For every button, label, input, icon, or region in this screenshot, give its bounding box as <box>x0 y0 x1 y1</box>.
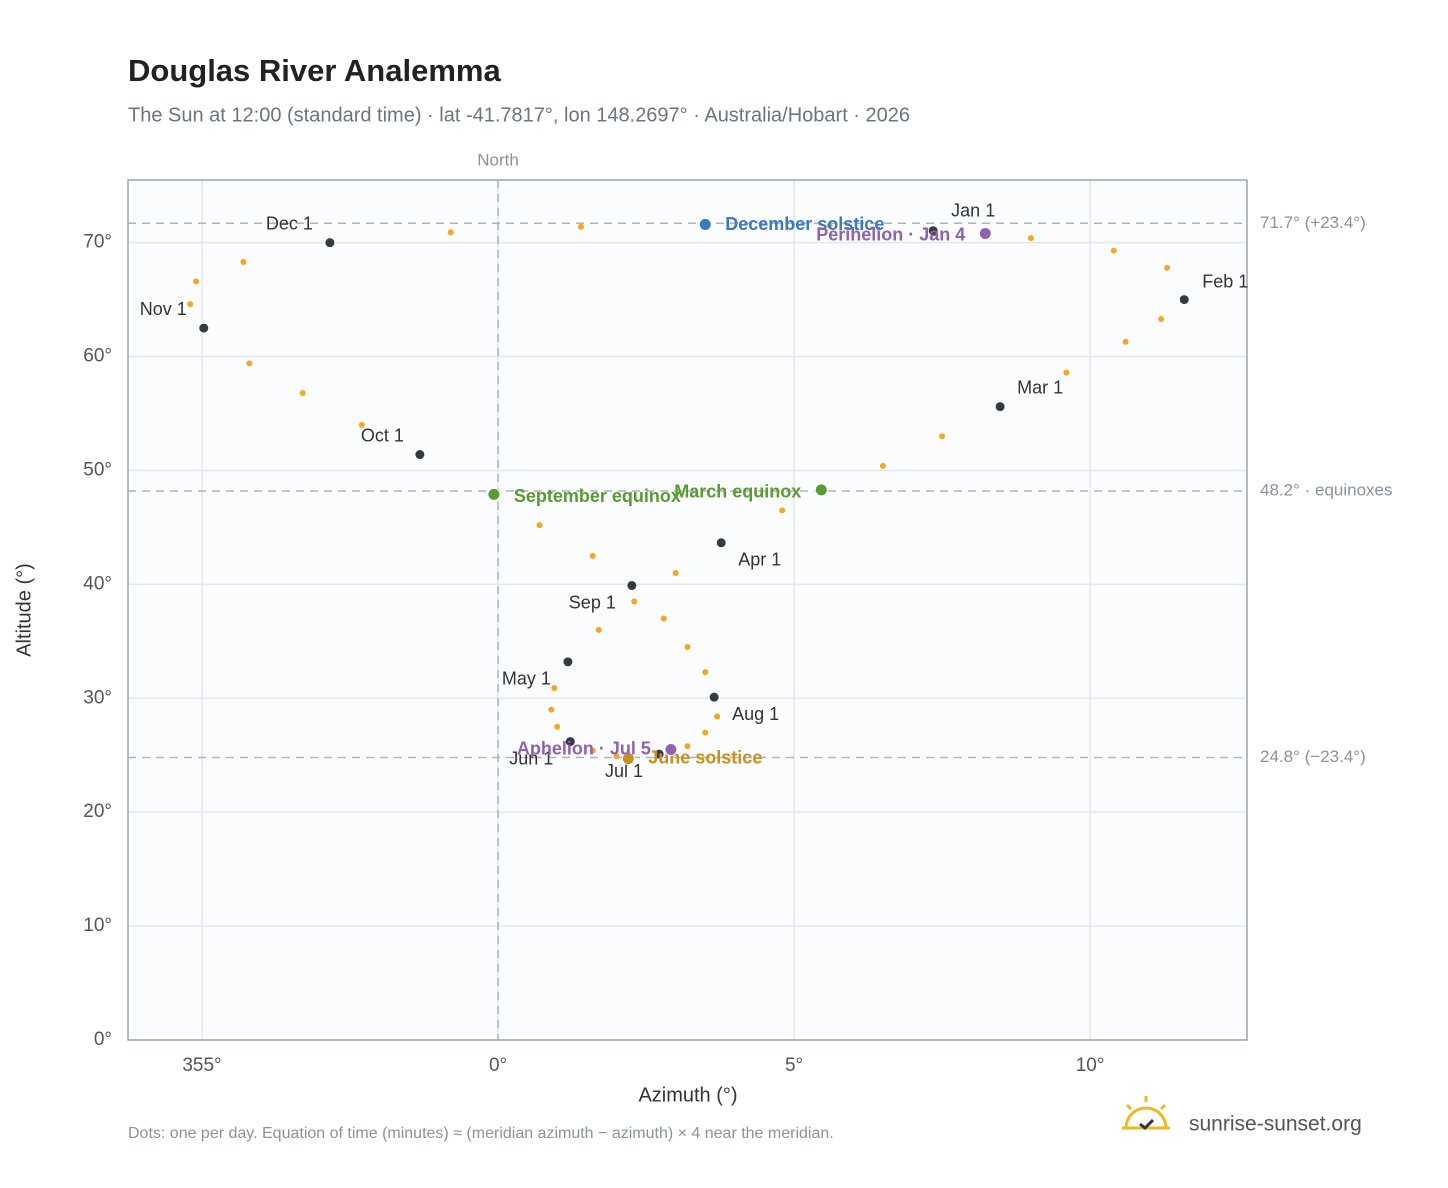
month-label: Jul 1 <box>605 761 643 781</box>
reference-label: 71.7° (+23.4°) <box>1260 213 1366 232</box>
month-marker <box>708 691 720 703</box>
month-label: Nov 1 <box>140 299 187 319</box>
month-label: Oct 1 <box>361 425 404 445</box>
month-marker <box>653 748 665 760</box>
event-marker <box>621 752 635 766</box>
plot-frame <box>127 179 1248 1041</box>
footnote: Dots: one per day. Equation of time (min… <box>128 1125 834 1142</box>
month-label: Feb 1 <box>1202 271 1248 291</box>
brand: sunrise-sunset.org <box>1189 1113 1362 1136</box>
day-dot <box>193 278 200 285</box>
day-dot <box>684 743 691 750</box>
month-label: Jun 1 <box>509 748 553 768</box>
day-dot <box>684 644 691 651</box>
month-marker <box>715 537 727 549</box>
day-dot <box>1027 235 1034 242</box>
y-tick-label: 60° <box>83 346 112 367</box>
event-marker <box>814 483 828 497</box>
day-dot <box>536 522 543 529</box>
y-tick-label: 40° <box>83 573 112 594</box>
day-dot <box>589 747 596 754</box>
day-dot <box>672 569 679 576</box>
y-tick-label: 10° <box>83 915 112 936</box>
day-dot <box>1164 264 1171 271</box>
brand-logo <box>1122 1096 1170 1131</box>
event-label: September equinox <box>514 486 681 506</box>
day-dot <box>187 301 194 308</box>
day-dot <box>554 723 561 730</box>
day-dot <box>1063 369 1070 376</box>
day-dot <box>826 222 833 229</box>
day-dot <box>1122 338 1129 345</box>
day-dot <box>879 462 886 469</box>
event-marker <box>698 217 712 231</box>
y-tick-label: 30° <box>83 687 112 708</box>
month-label: Apr 1 <box>738 550 781 570</box>
reference-label: 48.2° · equinoxes <box>1260 480 1393 499</box>
month-label: Jan 1 <box>951 200 995 220</box>
month-label: Mar 1 <box>1017 377 1063 397</box>
month-marker <box>324 237 336 249</box>
month-marker <box>564 736 576 748</box>
day-dot <box>240 259 247 266</box>
event-label: Aphelion · Jul 5 <box>517 738 651 758</box>
month-marker <box>1178 294 1190 306</box>
day-dot <box>589 552 596 559</box>
plot-area <box>128 180 1247 1040</box>
month-marker <box>927 225 939 237</box>
chart-title: Douglas River Analemma <box>128 53 501 88</box>
day-dot <box>299 390 306 397</box>
reference-label: 24.8° (−23.4°) <box>1260 747 1366 766</box>
event-marker <box>978 227 992 241</box>
north-label: North <box>477 150 519 169</box>
y-tick-label: 20° <box>83 801 112 822</box>
month-label: Aug 1 <box>732 704 779 724</box>
y-tick-label: 70° <box>83 232 112 253</box>
month-marker <box>562 656 574 668</box>
day-dot <box>939 433 946 440</box>
x-tick-label: 0° <box>489 1055 507 1076</box>
chart-subtitle: The Sun at 12:00 (standard time) · lat -… <box>128 104 910 126</box>
month-marker <box>198 322 210 334</box>
day-dot <box>1110 247 1117 254</box>
event-label: March equinox <box>674 482 801 502</box>
month-marker <box>626 580 638 592</box>
x-axis-label: Azimuth (°) <box>638 1084 737 1106</box>
day-dot <box>660 615 667 622</box>
day-dot <box>246 360 253 367</box>
y-axis-label: Altitude (°) <box>13 563 35 657</box>
month-label: May 1 <box>502 669 551 689</box>
x-tick-label: 10° <box>1076 1055 1105 1076</box>
month-marker <box>994 401 1006 413</box>
day-dot <box>631 598 638 605</box>
day-dot <box>447 229 454 236</box>
day-dot <box>702 729 709 736</box>
y-tick-label: 50° <box>83 459 112 480</box>
day-dot <box>577 223 584 230</box>
day-dot <box>714 713 721 720</box>
day-dot <box>613 753 620 760</box>
event-label: June solstice <box>648 747 762 767</box>
month-label: Sep 1 <box>569 592 616 612</box>
event-label: December solstice <box>725 214 884 234</box>
day-dot <box>1158 315 1165 322</box>
event-marker <box>664 743 678 757</box>
event-label: Perihelion · Jan 4 <box>816 224 965 244</box>
day-dot <box>358 421 365 428</box>
x-tick-label: 355° <box>182 1055 221 1076</box>
day-dot <box>548 706 555 713</box>
day-dot <box>702 669 709 676</box>
event-marker <box>487 487 501 501</box>
month-label: Dec 1 <box>266 213 313 233</box>
x-tick-label: 5° <box>785 1055 803 1076</box>
y-tick-label: 0° <box>94 1029 112 1050</box>
day-dot <box>779 507 786 514</box>
month-marker <box>414 449 426 461</box>
day-dot <box>595 626 602 633</box>
day-dot <box>551 685 558 692</box>
